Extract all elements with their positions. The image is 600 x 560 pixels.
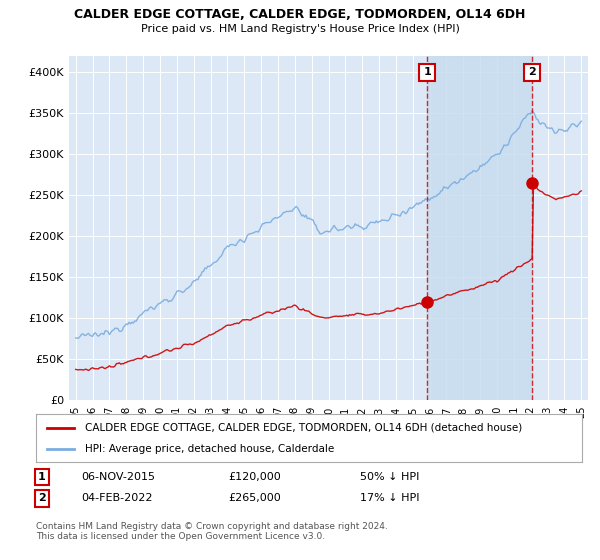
- Text: 50% ↓ HPI: 50% ↓ HPI: [360, 472, 419, 482]
- Text: CALDER EDGE COTTAGE, CALDER EDGE, TODMORDEN, OL14 6DH: CALDER EDGE COTTAGE, CALDER EDGE, TODMOR…: [74, 8, 526, 21]
- Text: 04-FEB-2022: 04-FEB-2022: [81, 493, 152, 503]
- Text: £265,000: £265,000: [228, 493, 281, 503]
- Text: Contains HM Land Registry data © Crown copyright and database right 2024.
This d: Contains HM Land Registry data © Crown c…: [36, 522, 388, 542]
- Text: 2: 2: [529, 67, 536, 77]
- Text: 1: 1: [38, 472, 46, 482]
- Text: 1: 1: [423, 67, 431, 77]
- Text: 17% ↓ HPI: 17% ↓ HPI: [360, 493, 419, 503]
- Text: CALDER EDGE COTTAGE, CALDER EDGE, TODMORDEN, OL14 6DH (detached house): CALDER EDGE COTTAGE, CALDER EDGE, TODMOR…: [85, 423, 523, 433]
- Text: 2: 2: [38, 493, 46, 503]
- Bar: [427, 56, 532, 400]
- Text: £120,000: £120,000: [228, 472, 281, 482]
- Text: Price paid vs. HM Land Registry's House Price Index (HPI): Price paid vs. HM Land Registry's House …: [140, 24, 460, 34]
- Text: HPI: Average price, detached house, Calderdale: HPI: Average price, detached house, Cald…: [85, 444, 334, 454]
- Text: 06-NOV-2015: 06-NOV-2015: [81, 472, 155, 482]
